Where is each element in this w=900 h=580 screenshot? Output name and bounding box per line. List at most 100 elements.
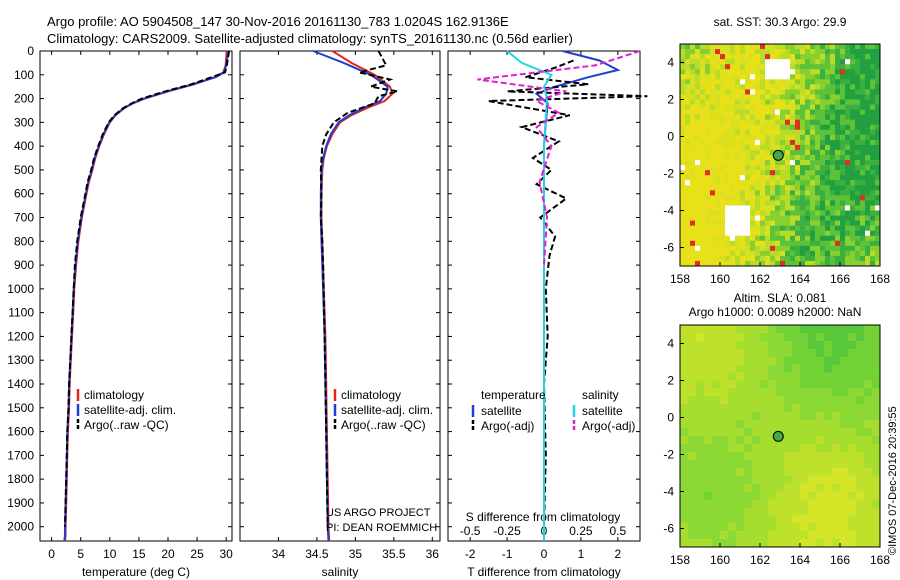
- map-cell: [736, 491, 745, 500]
- map-cell: [725, 64, 731, 70]
- map-cell: [696, 515, 705, 524]
- map-cell: [870, 49, 876, 55]
- map-cell: [875, 185, 881, 191]
- map-cell: [730, 220, 736, 226]
- map-cell: [870, 250, 876, 257]
- map-cell: [760, 54, 766, 60]
- map-cell: [760, 459, 769, 469]
- map-cell: [715, 240, 721, 247]
- map-cell: [824, 396, 833, 405]
- map-cell: [730, 260, 736, 267]
- map-cell: [825, 215, 831, 221]
- map-cell: [800, 99, 806, 105]
- map-cell: [850, 104, 856, 110]
- map-cell: [860, 240, 866, 247]
- map-cell: [800, 356, 809, 365]
- map-cell: [840, 467, 849, 476]
- map-cell: [855, 260, 861, 267]
- map-cell: [816, 539, 825, 548]
- map-cell: [792, 388, 801, 397]
- map-cell: [704, 531, 713, 540]
- map-cell: [840, 523, 849, 532]
- map-cell: [704, 356, 713, 365]
- map-cell: [785, 119, 791, 126]
- map-cell: [850, 155, 856, 161]
- map-cell: [715, 129, 721, 136]
- map-cell: [824, 515, 833, 524]
- map-cell: [695, 144, 701, 151]
- map-cell: [785, 190, 791, 196]
- map-cell: [785, 144, 791, 151]
- legend-heading: salinity: [582, 388, 619, 402]
- map-cell: [850, 149, 856, 156]
- map-cell: [870, 119, 876, 126]
- map-cell: [830, 59, 836, 65]
- map-cell: [825, 104, 831, 110]
- map-cell: [685, 215, 691, 221]
- map-cell: [740, 99, 746, 105]
- argo-location-marker: [772, 430, 784, 442]
- map-cell: [864, 531, 873, 540]
- map-cell: [710, 175, 716, 181]
- map-cell: [815, 89, 821, 95]
- map-cell: [825, 155, 831, 161]
- map-cell: [805, 220, 811, 226]
- map-cell: [865, 89, 871, 95]
- map-cell: [824, 443, 833, 453]
- map-cell: [768, 428, 777, 437]
- map-cell: [745, 124, 751, 131]
- map-cell: [790, 160, 796, 166]
- map-cell: [820, 190, 826, 196]
- sla_map-cells: [680, 325, 881, 548]
- map-cell: [695, 84, 701, 90]
- map-cell: [712, 404, 721, 413]
- map-cell: [860, 49, 866, 55]
- map-cell: [688, 332, 697, 342]
- map-cell: [760, 200, 766, 206]
- map-cell: [705, 89, 711, 95]
- map-cell: [835, 260, 841, 267]
- map-cell: [750, 215, 756, 221]
- map-cell: [808, 420, 817, 429]
- map-cell: [725, 119, 731, 126]
- map-cell: [845, 240, 851, 247]
- map-cell: [860, 119, 866, 126]
- map-cell: [780, 119, 786, 126]
- map-cell: [870, 149, 876, 156]
- map-cell: [795, 165, 801, 171]
- map-cell: [870, 160, 876, 166]
- map-cell: [760, 99, 766, 105]
- map-cell: [830, 84, 836, 90]
- map-cell: [735, 129, 741, 136]
- map-cell: [792, 507, 801, 516]
- map-cell: [776, 491, 785, 500]
- map-cell: [685, 149, 691, 156]
- map-cell: [680, 523, 689, 532]
- map-cell: [840, 54, 846, 60]
- map-cell: [680, 160, 686, 166]
- depth-tick-label: 1500: [7, 401, 34, 415]
- map-cell: [755, 69, 761, 75]
- map-cell: [815, 250, 821, 257]
- map-cell: [744, 396, 753, 405]
- map-cell: [855, 175, 861, 181]
- map-cell: [864, 396, 873, 405]
- map-cell: [840, 356, 849, 365]
- map-cell: [845, 59, 851, 65]
- map-cell: [808, 348, 817, 358]
- map-cell: [765, 215, 771, 221]
- map-cell: [705, 109, 711, 115]
- map-cell: [688, 539, 697, 548]
- map-cell: [710, 79, 716, 85]
- map-cell: [704, 451, 713, 461]
- map-cell: [740, 139, 746, 146]
- map-cell: [855, 215, 861, 221]
- map-cell: [728, 380, 737, 389]
- map-cell: [680, 89, 686, 95]
- map-cell: [808, 451, 817, 461]
- map-cell: [704, 475, 713, 484]
- map-cell: [810, 245, 816, 252]
- map-cell: [872, 332, 881, 342]
- map-cell: [795, 220, 801, 226]
- map-cell: [690, 245, 696, 252]
